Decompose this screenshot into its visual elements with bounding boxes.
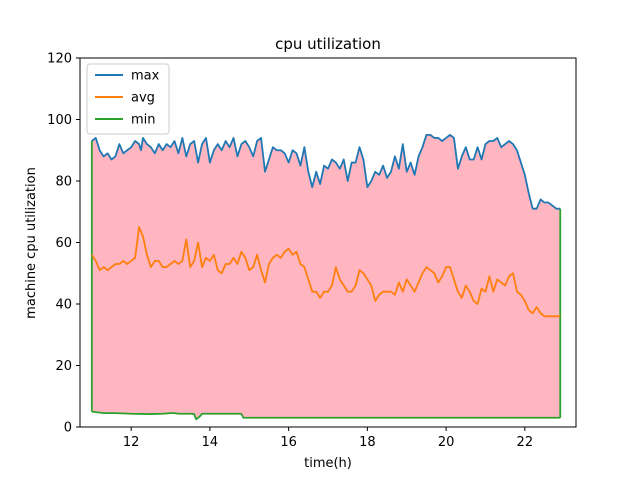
legend-box	[86, 63, 170, 135]
legend: max avg min	[86, 63, 170, 135]
x-tick-label: 20	[438, 435, 455, 450]
y-tick-label: 100	[47, 113, 72, 128]
legend-label-avg: avg	[131, 91, 155, 106]
y-axis-ticks: 0 20 40 60 80 100 120	[47, 52, 80, 436]
y-tick-label: 20	[55, 359, 72, 374]
series-line-max	[91, 133, 561, 210]
x-tick-label: 18	[359, 435, 376, 450]
series-line-min	[91, 410, 561, 421]
series-layer	[90, 133, 562, 421]
y-axis-label: machine cpu utilization	[24, 167, 39, 319]
x-tick-label: 22	[517, 435, 534, 450]
series-line-avg	[91, 226, 561, 318]
y-tick-label: 60	[55, 236, 72, 251]
fill-between-area	[91, 134, 561, 420]
x-tick-label: 14	[202, 435, 219, 450]
x-tick-label: 16	[280, 435, 297, 450]
chart-title: cpu utilization	[275, 35, 381, 53]
y-tick-label: 40	[55, 298, 72, 313]
y-tick-label: 80	[55, 175, 72, 190]
x-axis-ticks: 12 14 16 18 20 22	[123, 427, 533, 450]
legend-label-max: max	[131, 69, 160, 84]
y-tick-label: 0	[64, 421, 72, 436]
x-tick-label: 12	[123, 435, 140, 450]
legend-label-min: min	[131, 113, 156, 128]
fill-between-layer	[91, 134, 561, 420]
y-tick-label: 120	[47, 52, 72, 67]
x-axis-label: time(h)	[304, 456, 352, 471]
